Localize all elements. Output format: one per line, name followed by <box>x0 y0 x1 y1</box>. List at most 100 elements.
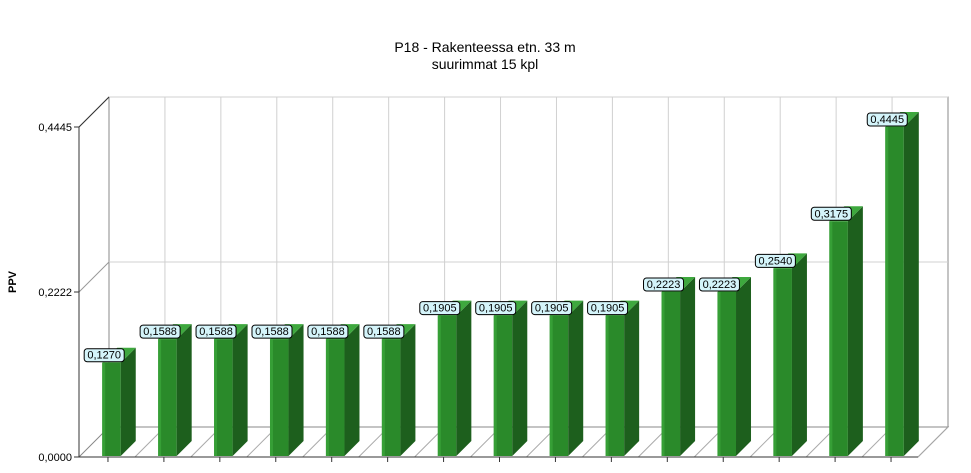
data-label-box <box>195 324 237 339</box>
bar <box>493 300 528 456</box>
bar-highlight <box>605 315 609 456</box>
data-label: 0,1588 <box>199 326 233 338</box>
bar-side <box>847 206 863 456</box>
bar-side <box>568 300 584 456</box>
bar-side <box>791 253 807 456</box>
bar-highlight <box>269 339 273 456</box>
bar <box>437 300 472 456</box>
bar-front <box>605 315 625 456</box>
bar-highlight <box>885 127 889 456</box>
bar <box>605 300 640 456</box>
bar-front <box>381 339 401 456</box>
bar <box>717 276 752 456</box>
data-label-box <box>419 301 461 316</box>
bar-front <box>829 221 848 456</box>
bar-side <box>288 324 304 456</box>
data-label-box <box>363 324 405 339</box>
bar <box>158 324 192 456</box>
data-label: 0,1905 <box>479 303 513 315</box>
bars <box>102 112 919 456</box>
chart-title: P18 - Rakenteessa etn. 33 m <box>394 39 575 55</box>
bar-front <box>214 339 233 456</box>
data-label: 0,1905 <box>591 303 625 315</box>
bar-highlight <box>829 221 833 456</box>
bar-highlight <box>158 339 162 456</box>
data-label: 0,1588 <box>367 326 401 338</box>
bar <box>829 206 863 456</box>
y-axis-label: PPV <box>7 270 19 293</box>
bar-front <box>885 127 904 456</box>
bar-front <box>325 339 345 456</box>
data-label-box <box>251 324 293 339</box>
bar-highlight <box>381 339 385 456</box>
data-label-box <box>531 301 573 316</box>
data-label: 0,1588 <box>255 326 289 338</box>
data-label: 0,2540 <box>759 255 793 267</box>
bar-side <box>680 276 696 456</box>
data-label-box <box>139 324 181 339</box>
data-label: 0,1905 <box>535 303 569 315</box>
axes: 0,0000 0,2222 0,4445 <box>38 96 918 464</box>
bar-side <box>400 324 416 456</box>
bar-highlight <box>325 339 329 456</box>
bar-side <box>344 324 360 456</box>
bar-highlight <box>773 268 777 456</box>
data-label-box <box>643 277 685 292</box>
bar <box>549 300 584 456</box>
bar-front <box>661 291 681 456</box>
y-tick-label: 0,2222 <box>38 287 72 299</box>
bar-front <box>102 362 121 456</box>
bar-front <box>773 268 792 456</box>
bar <box>269 324 304 456</box>
bar <box>885 112 919 456</box>
data-label-box <box>83 348 125 363</box>
bar-highlight <box>717 291 721 456</box>
floor-divider <box>917 426 949 458</box>
data-label: 0,1270 <box>87 350 121 362</box>
bar-highlight <box>437 315 441 456</box>
bar-side <box>736 276 752 456</box>
data-label: 0,4445 <box>870 114 904 126</box>
bar-side <box>120 347 136 456</box>
data-label: 0,1905 <box>423 303 457 315</box>
data-label-box <box>810 206 852 221</box>
bar-highlight <box>493 315 497 456</box>
bar-front <box>437 315 457 456</box>
data-label: 0,1588 <box>143 326 177 338</box>
bar-side <box>903 112 919 456</box>
data-label: 0,3175 <box>814 208 848 220</box>
bar-highlight <box>661 291 665 456</box>
bar <box>102 347 136 456</box>
y-tick-label: 0,0000 <box>38 452 72 464</box>
data-label: 0,2223 <box>647 279 681 291</box>
data-label-box <box>754 253 796 268</box>
bar-front <box>269 339 289 456</box>
data-label-box <box>307 324 349 339</box>
data-label-box <box>475 301 517 316</box>
data-label-box <box>698 277 740 292</box>
bar-front <box>158 339 177 456</box>
bar-front <box>493 315 513 456</box>
data-label: 0,1588 <box>311 326 345 338</box>
bar-side <box>624 300 640 456</box>
bar-side <box>512 300 528 456</box>
data-label: 0,2223 <box>703 279 737 291</box>
bar-side <box>176 324 192 456</box>
bar <box>773 253 807 456</box>
bar <box>661 276 696 456</box>
bar-side <box>232 324 248 456</box>
bar-front <box>549 315 569 456</box>
y-tick-label: 0,4445 <box>38 122 72 134</box>
bar <box>325 324 360 456</box>
data-label-box <box>587 301 629 316</box>
bar <box>214 324 248 456</box>
bar-side <box>456 300 472 456</box>
chart-subtitle: suurimmat 15 kpl <box>432 56 539 72</box>
bar-front <box>717 291 737 456</box>
bar <box>381 324 416 456</box>
data-labels: 0,1270 0,1588 0,1588 0,1588 0,1588 0,1588 0,19… <box>83 112 908 363</box>
bar-highlight <box>214 339 218 456</box>
grid-line-side <box>78 261 110 293</box>
data-label-box <box>866 112 908 127</box>
